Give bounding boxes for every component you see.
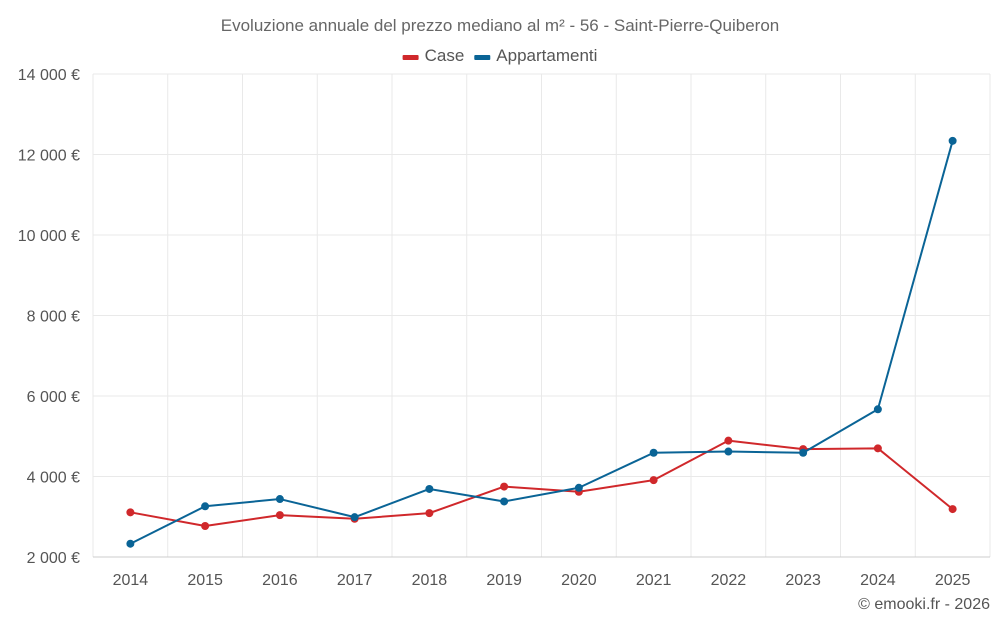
- series-appartamenti: [126, 136, 957, 548]
- data-point-appartamenti[interactable]: [201, 502, 210, 511]
- x-tick-label: 2020: [561, 572, 597, 589]
- legend-label: Appartamenti: [496, 46, 597, 65]
- data-point-case[interactable]: [724, 436, 733, 445]
- data-point-case[interactable]: [275, 511, 284, 520]
- x-tick-label: 2014: [113, 572, 149, 589]
- data-point-appartamenti[interactable]: [649, 448, 658, 457]
- legend-item[interactable]: Case: [402, 46, 465, 65]
- x-tick-label: 2023: [785, 572, 821, 589]
- data-point-appartamenti[interactable]: [948, 136, 957, 145]
- legend-swatch: [402, 55, 419, 60]
- data-point-appartamenti[interactable]: [799, 448, 808, 457]
- data-point-case[interactable]: [500, 482, 509, 491]
- legend-label: Case: [425, 46, 465, 65]
- series-line-appartamenti: [129, 140, 954, 545]
- data-point-case[interactable]: [948, 505, 957, 514]
- x-axis-tick-labels: 2014 2015 2016 2017 2018 2019 2020 2021 2022 2023…: [113, 572, 971, 589]
- data-point-appartamenti[interactable]: [275, 495, 284, 504]
- legend-item[interactable]: Appartamenti: [474, 46, 597, 65]
- data-point-case[interactable]: [873, 444, 882, 453]
- y-tick-label: 4 000 €: [27, 470, 80, 487]
- data-point-case[interactable]: [649, 476, 658, 485]
- series-case: [126, 436, 957, 531]
- y-tick-label: 10 000 €: [18, 228, 80, 245]
- data-point-case[interactable]: [425, 509, 434, 518]
- y-tick-label: 8 000 €: [27, 309, 80, 326]
- data-point-case[interactable]: [126, 508, 135, 517]
- credit-text: © emooki.fr - 2026: [858, 596, 990, 613]
- legend[interactable]: Case Appartamenti: [402, 46, 598, 65]
- series-group: [126, 136, 957, 548]
- data-point-appartamenti[interactable]: [126, 539, 135, 548]
- chart-title: Evoluzione annuale del prezzo mediano al…: [221, 16, 779, 35]
- x-gridlines: [92, 74, 991, 557]
- x-tick-label: 2016: [262, 572, 298, 589]
- x-tick-label: 2015: [187, 572, 223, 589]
- x-tick-label: 2024: [860, 572, 896, 589]
- x-tick-label: 2018: [412, 572, 448, 589]
- data-point-appartamenti[interactable]: [350, 513, 359, 522]
- data-point-appartamenti[interactable]: [425, 484, 434, 493]
- x-tick-label: 2022: [711, 572, 747, 589]
- x-tick-label: 2025: [935, 572, 971, 589]
- y-tick-label: 6 000 €: [27, 389, 80, 406]
- y-tick-label: 12 000 €: [18, 148, 80, 165]
- y-tick-label: 14 000 €: [18, 67, 80, 84]
- y-axis-tick-labels: 2 000 € 4 000 € 6 000 € 8 000 € 10 000 € 12 0…: [18, 67, 80, 567]
- data-point-appartamenti[interactable]: [873, 405, 882, 414]
- data-point-case[interactable]: [201, 522, 210, 531]
- data-point-appartamenti[interactable]: [574, 483, 583, 492]
- data-point-appartamenti[interactable]: [724, 447, 733, 456]
- x-tick-label: 2019: [486, 572, 522, 589]
- series-line-case: [130, 439, 954, 528]
- legend-swatch: [474, 55, 491, 60]
- data-point-appartamenti[interactable]: [500, 497, 509, 506]
- x-tick-label: 2021: [636, 572, 672, 589]
- x-tick-label: 2017: [337, 572, 373, 589]
- y-tick-label: 2 000 €: [27, 550, 80, 567]
